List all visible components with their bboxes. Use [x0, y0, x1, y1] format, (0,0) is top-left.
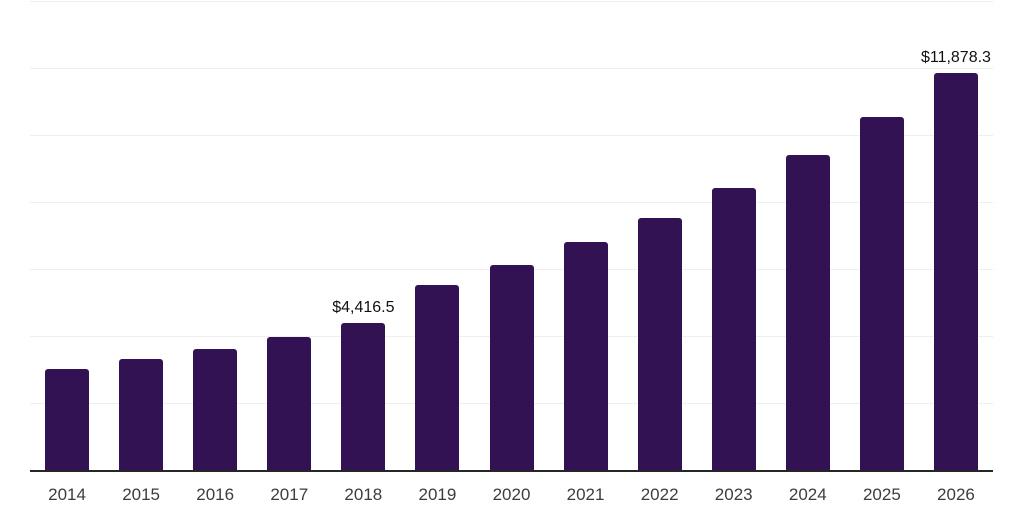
bar-2014 [45, 368, 90, 471]
x-tick-2016: 2016 [196, 485, 235, 504]
data-label-2018: $4,416.5 [332, 299, 395, 317]
bar-2024 [785, 154, 830, 471]
bar-2015 [119, 359, 164, 471]
x-tick-2025: 2025 [862, 485, 901, 504]
x-tick-2023: 2023 [714, 485, 753, 504]
bar-2016 [193, 349, 238, 471]
bar-2026 [933, 73, 978, 471]
plot-area: $4,416.5 $11,878.3 [30, 1, 993, 472]
bar-2018 [341, 323, 386, 471]
x-tick-2017: 2017 [270, 485, 309, 504]
bar-2022 [637, 218, 682, 471]
x-tick-2026: 2026 [937, 485, 975, 504]
bar-2019 [415, 285, 460, 471]
x-tick-2021: 2021 [566, 485, 605, 504]
x-tick-2015: 2015 [122, 485, 161, 504]
gridline-14000 [30, 1, 993, 2]
gridline-8000 [30, 202, 993, 203]
gridline-10000 [30, 135, 993, 136]
x-tick-2014: 2014 [48, 485, 86, 504]
bar-2025 [859, 116, 904, 471]
x-tick-2018: 2018 [344, 485, 383, 504]
bar-2020 [489, 264, 534, 471]
bar-2021 [563, 241, 608, 471]
data-label-2026: $11,878.3 [920, 49, 991, 67]
x-tick-2022: 2022 [640, 485, 679, 504]
gridline-12000 [30, 68, 993, 69]
bar-2023 [711, 187, 756, 471]
x-tick-2024: 2024 [788, 485, 827, 504]
x-tick-2019: 2019 [418, 485, 457, 504]
x-tick-2020: 2020 [492, 485, 531, 504]
bar-2017 [267, 337, 312, 471]
x-axis-line [30, 470, 993, 472]
